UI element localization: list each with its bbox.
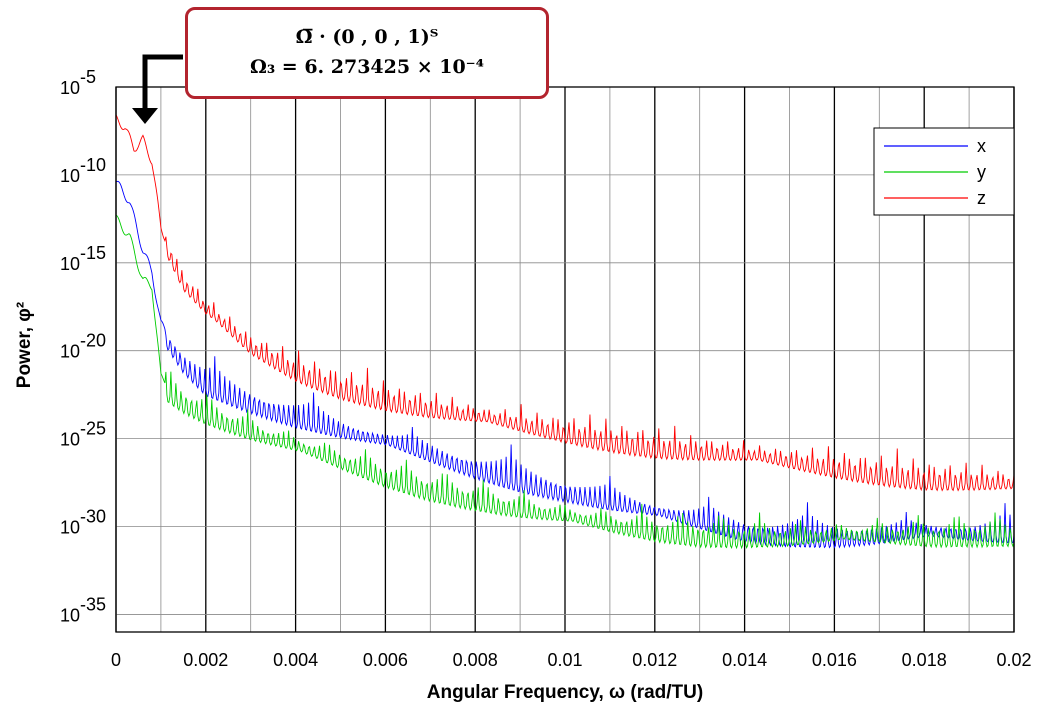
y-tick-exponent: -35	[80, 594, 106, 614]
y-tick-exponent: -10	[80, 155, 106, 175]
y-tick-exponent: -30	[80, 507, 106, 527]
y-tick-label: 10-15	[60, 243, 106, 274]
x-tick-label: 0.016	[812, 650, 857, 670]
x-tick-label: 0.002	[183, 650, 228, 670]
y-tick-label: 10-25	[60, 419, 106, 450]
y-tick-label: 10-30	[60, 507, 106, 538]
y-tick-label: 10-20	[60, 331, 106, 362]
x-tick-label: 0.006	[363, 650, 408, 670]
y-axis-label: Power, φ²	[14, 302, 35, 388]
series-line-x	[115, 180, 1015, 549]
y-tick-base: 10	[60, 254, 80, 274]
y-tick-label: 10-5	[60, 67, 96, 98]
x-tick-label: 0	[111, 650, 121, 670]
y-tick-base: 10	[60, 342, 80, 362]
plot-frame	[115, 86, 1015, 633]
y-tick-base: 10	[60, 166, 80, 186]
series-layer	[115, 114, 1015, 550]
y-tick-exponent: -5	[80, 67, 96, 87]
y-tick-base: 10	[60, 518, 80, 538]
x-tick-label: 0.01	[547, 650, 582, 670]
x-tick-label: 0.004	[273, 650, 318, 670]
y-tick-base: 10	[60, 605, 80, 625]
y-tick-base: 10	[60, 78, 80, 98]
series-line-z	[115, 114, 1015, 492]
x-tick-labels: 0 0.002 0.004 0.006 0.008 0.01 0.012 0.014 0.016…	[111, 650, 1032, 670]
legend-label-x: x	[977, 136, 986, 156]
legend-label-y: y	[977, 162, 986, 182]
annotation-callout: Ω̅ · (0 , 0 , 1)ᵀ Ω₃ = 6. 273425 × 10⁻⁴	[185, 7, 549, 99]
x-tick-label: 0.02	[996, 650, 1031, 670]
x-tick-label: 0.018	[902, 650, 947, 670]
x-tick-label: 0.014	[722, 650, 767, 670]
x-tick-label: 0.008	[453, 650, 498, 670]
callout-arrow	[132, 54, 183, 124]
series-line-y	[115, 214, 1015, 550]
y-tick-exponent: -20	[80, 331, 106, 351]
x-axis-label: Angular Frequency, ω (rad/TU)	[427, 682, 703, 703]
x-tick-label: 0.012	[632, 650, 677, 670]
y-tick-label: 10-10	[60, 155, 106, 186]
annotation-line-1: Ω̅ · (0 , 0 , 1)ᵀ	[295, 26, 439, 48]
legend-label-z: z	[977, 188, 986, 208]
annotation-line-2: Ω₃ = 6. 273425 × 10⁻⁴	[249, 56, 485, 78]
legend: xyz	[873, 127, 1015, 216]
y-tick-label: 10-35	[60, 594, 106, 625]
y-tick-base: 10	[60, 430, 80, 450]
y-tick-exponent: -25	[80, 419, 106, 439]
y-tick-exponent: -15	[80, 243, 106, 263]
